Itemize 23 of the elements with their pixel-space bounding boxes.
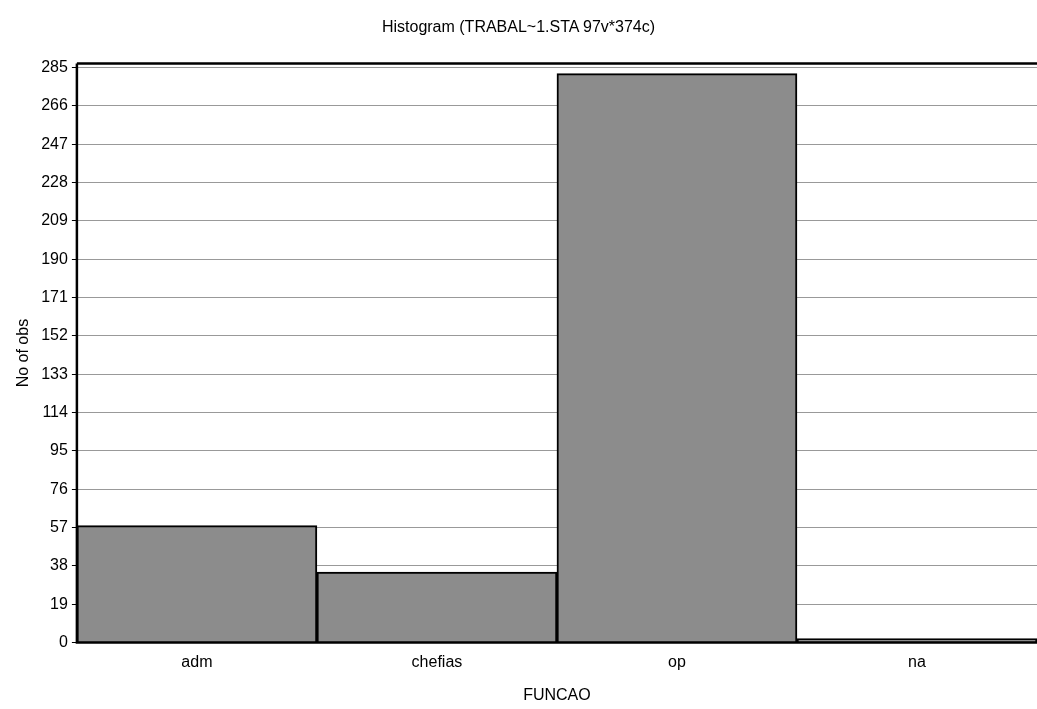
y-tick-label: 0 <box>58 633 68 651</box>
chart-title: Histogram (TRABAL~1.STA 97v*374c) <box>380 18 657 36</box>
y-tick-label: 38 <box>50 556 68 574</box>
x-tick-label: op <box>668 652 686 670</box>
y-tick-label: 152 <box>41 326 68 344</box>
y-tick-label: 133 <box>41 364 68 382</box>
y-tick-label: 266 <box>41 96 68 114</box>
y-tick-label: 209 <box>41 211 68 229</box>
y-tick-label: 76 <box>50 479 68 497</box>
y-tick-label: 228 <box>41 173 68 191</box>
y-tick-label: 57 <box>50 518 68 536</box>
x-axis-title: FUNCAO <box>523 685 591 703</box>
x-tick-label: adm <box>181 652 213 670</box>
y-tick-label: 171 <box>41 288 68 306</box>
x-tick-label: chefias <box>411 652 463 670</box>
y-axis-title: No of obs <box>14 318 32 388</box>
y-tick-label: 285 <box>41 58 68 76</box>
y-tick-label: 247 <box>41 134 68 152</box>
y-tick-label: 95 <box>50 441 68 459</box>
x-tick-label: na <box>908 652 926 670</box>
y-tick-label: 19 <box>50 594 68 612</box>
y-tick-label: 114 <box>42 403 68 421</box>
y-tick-label: 190 <box>41 249 68 267</box>
